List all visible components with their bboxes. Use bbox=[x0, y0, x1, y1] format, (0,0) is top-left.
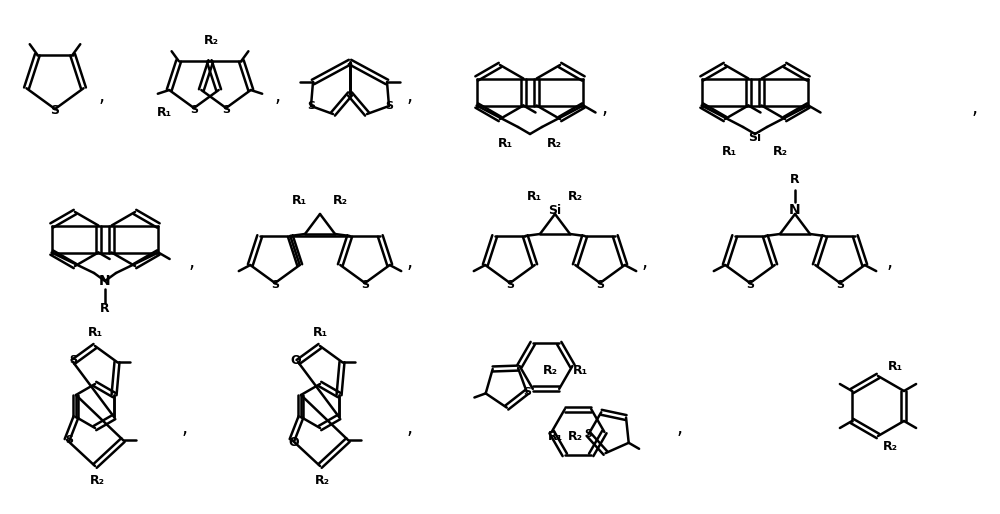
Text: S: S bbox=[746, 280, 754, 290]
Text: R: R bbox=[790, 173, 800, 186]
Text: R₁: R₁ bbox=[87, 325, 103, 339]
Text: R₂: R₂ bbox=[90, 473, 104, 486]
Text: ,: , bbox=[677, 419, 683, 438]
Text: R₂: R₂ bbox=[547, 137, 562, 150]
Text: S: S bbox=[51, 104, 60, 118]
Text: S: S bbox=[585, 429, 593, 439]
Text: R₂: R₂ bbox=[773, 144, 788, 157]
Text: R₂: R₂ bbox=[568, 191, 583, 204]
Text: ,: , bbox=[407, 419, 413, 438]
Text: R₁: R₁ bbox=[527, 191, 542, 204]
Text: R₁: R₁ bbox=[292, 193, 307, 207]
Text: Si: Si bbox=[748, 131, 762, 143]
Text: R₁: R₁ bbox=[157, 105, 172, 119]
Text: ,: , bbox=[182, 419, 188, 438]
Text: ,: , bbox=[189, 252, 195, 271]
Text: S: S bbox=[69, 355, 77, 365]
Text: S: S bbox=[385, 101, 393, 111]
Text: N: N bbox=[789, 203, 801, 217]
Text: R₁: R₁ bbox=[888, 359, 903, 373]
Text: R₁: R₁ bbox=[548, 431, 563, 444]
Text: R₂: R₂ bbox=[333, 193, 348, 207]
Text: S: S bbox=[65, 435, 73, 445]
Text: R: R bbox=[100, 303, 110, 316]
Text: ,: , bbox=[275, 86, 281, 105]
Text: R₁: R₁ bbox=[312, 325, 328, 339]
Text: S: S bbox=[190, 105, 198, 115]
Text: Si: Si bbox=[548, 204, 562, 216]
Text: S: S bbox=[506, 280, 514, 290]
Text: R₂: R₂ bbox=[568, 431, 583, 444]
Text: S: S bbox=[836, 280, 844, 290]
Text: ,: , bbox=[887, 252, 893, 271]
Text: ,: , bbox=[407, 86, 413, 105]
Text: O: O bbox=[289, 435, 299, 449]
Text: R₂: R₂ bbox=[204, 34, 219, 47]
Text: O: O bbox=[291, 354, 301, 366]
Text: N: N bbox=[99, 274, 111, 288]
Text: S: S bbox=[307, 101, 315, 111]
Text: S: S bbox=[361, 280, 369, 290]
Text: S: S bbox=[596, 280, 604, 290]
Text: ,: , bbox=[602, 100, 608, 119]
Text: ,: , bbox=[642, 252, 648, 271]
Text: R₁: R₁ bbox=[722, 144, 737, 157]
Text: R₁: R₁ bbox=[498, 137, 513, 150]
Text: R₂: R₂ bbox=[883, 439, 898, 452]
Text: S: S bbox=[222, 105, 230, 115]
Text: S: S bbox=[271, 280, 279, 290]
Text: R₂: R₂ bbox=[314, 473, 330, 486]
Text: ,: , bbox=[99, 86, 105, 105]
Text: ,: , bbox=[407, 252, 413, 271]
Text: R₂: R₂ bbox=[543, 364, 558, 377]
Text: R₁: R₁ bbox=[573, 364, 588, 377]
Text: S: S bbox=[523, 387, 531, 397]
Text: ,: , bbox=[972, 100, 978, 119]
